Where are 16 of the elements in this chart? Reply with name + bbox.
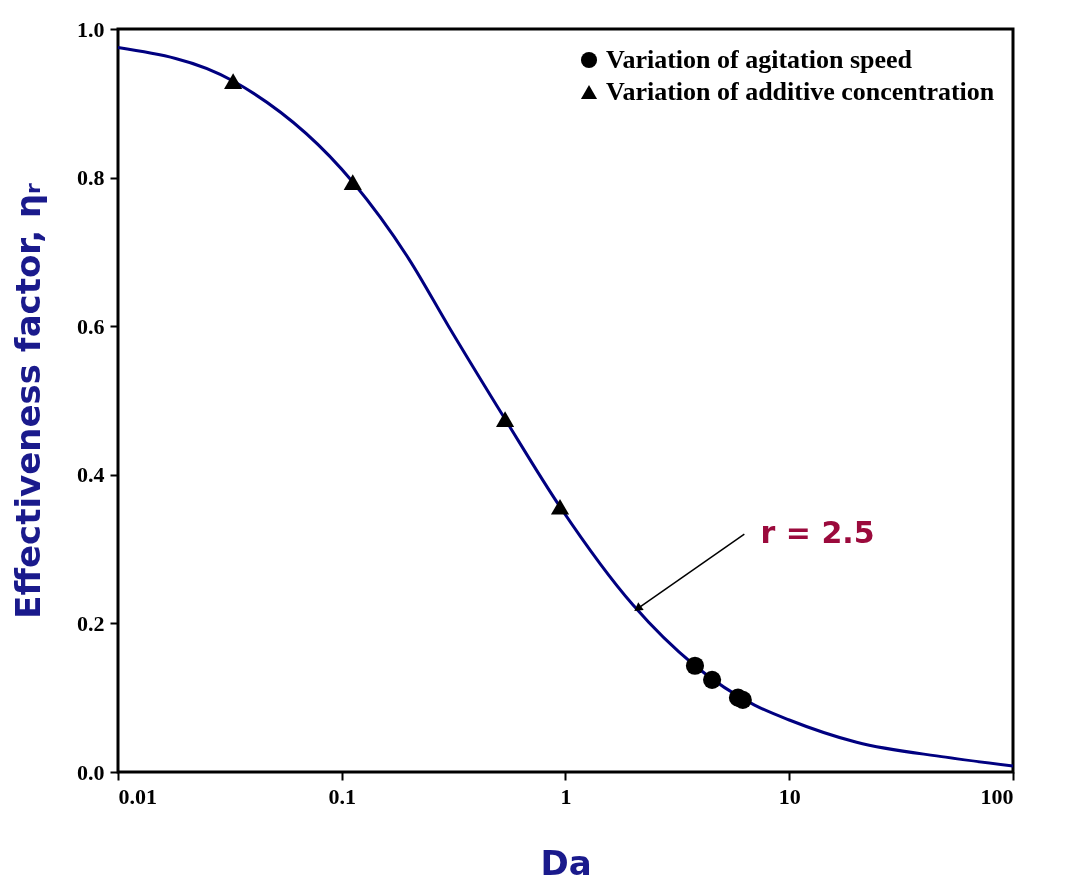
y-tick-label: 0.8 (77, 165, 105, 191)
y-tick-label: 0.2 (77, 610, 105, 636)
y-tick-label: 0.6 (77, 313, 105, 339)
annotation: r = 2.5 (760, 514, 875, 550)
x-tick-label: 10 (778, 783, 801, 809)
y-tick-label: 0.4 (77, 462, 105, 488)
x-tick-label: 0.1 (328, 783, 356, 809)
legend-label: Variation of agitation speed (606, 45, 913, 74)
y-tick-label: 0.0 (77, 759, 105, 785)
y-axis-title: Effectiveness factor, ηᵣ (8, 182, 48, 619)
x-tick-label: 100 (980, 783, 1014, 809)
legend-label: Variation of additive concentration (606, 77, 995, 106)
x-tick-label: 0.01 (118, 783, 157, 809)
y-tick-label: 1.0 (77, 16, 105, 42)
x-tick-label: 1 (560, 783, 572, 809)
x-axis-title: Da (540, 842, 592, 883)
